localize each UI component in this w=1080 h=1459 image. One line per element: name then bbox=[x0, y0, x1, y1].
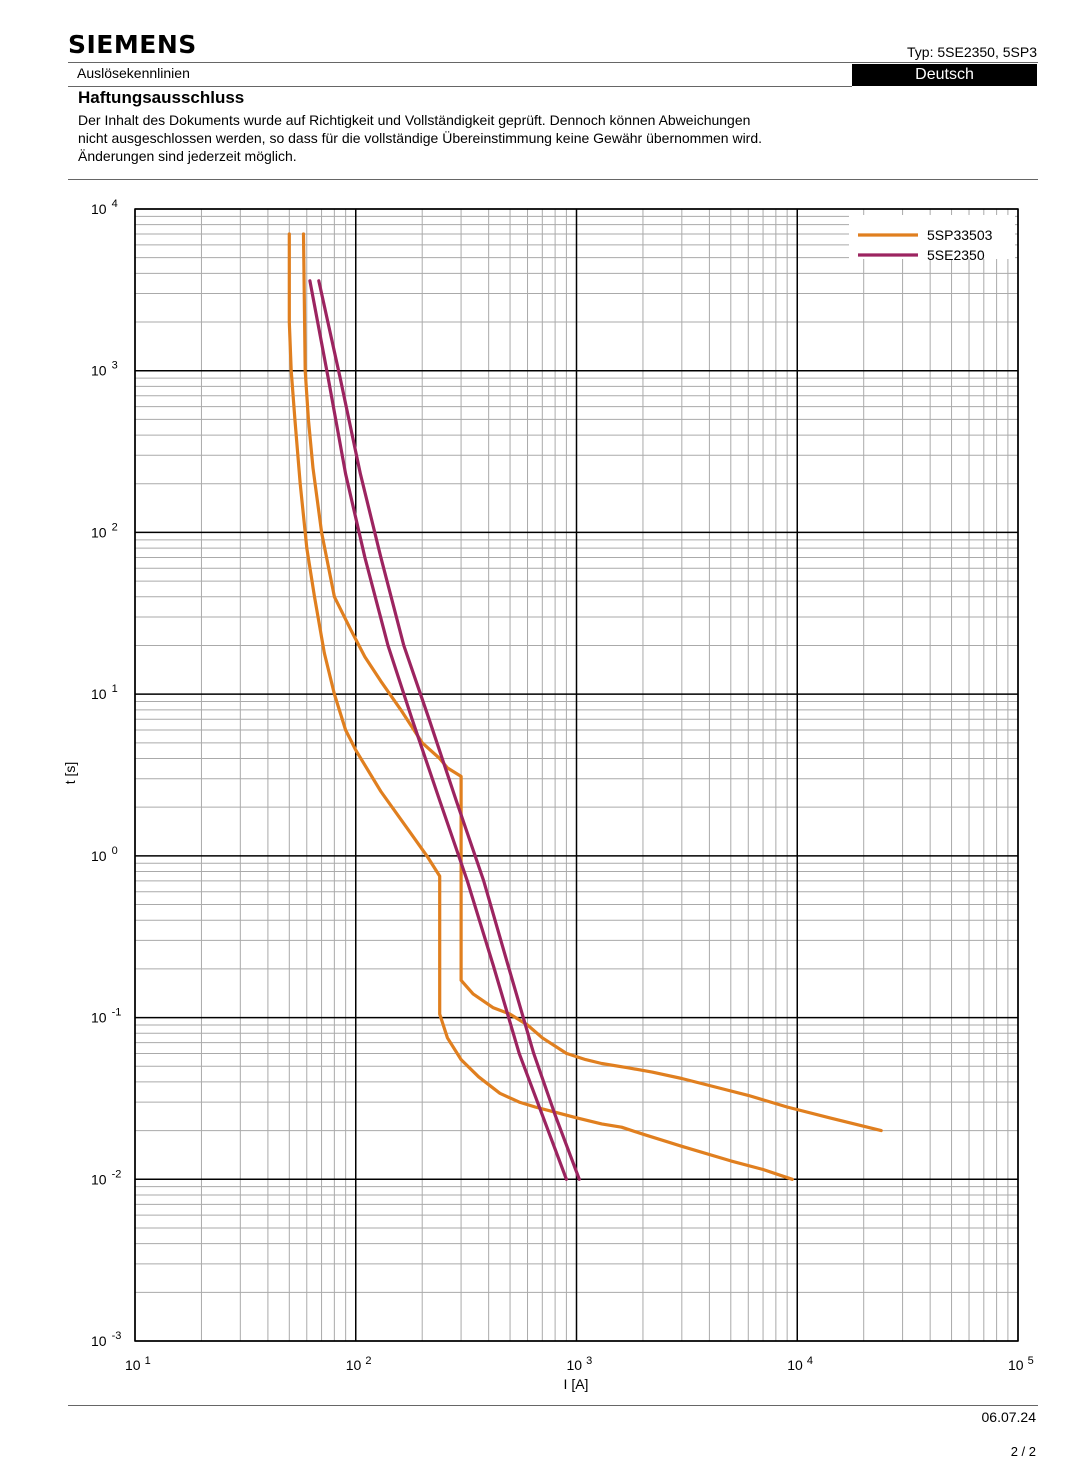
footer-date: 06.07.24 bbox=[981, 1409, 1037, 1425]
series-line-5se2350-upper bbox=[317, 279, 581, 1181]
y-tick-label: 10 -2 bbox=[91, 1168, 121, 1187]
x-tick-label: 10 3 bbox=[567, 1355, 593, 1373]
y-tick-label: 10 -3 bbox=[91, 1330, 121, 1349]
y-tick-label: 10 4 bbox=[91, 198, 118, 217]
disclaimer-divider bbox=[68, 179, 1038, 180]
legend-label: 5SE2350 bbox=[927, 247, 985, 263]
header-divider bbox=[68, 62, 1038, 63]
series-line-5sp33503-upper bbox=[301, 232, 883, 1133]
y-tick-label: 10 2 bbox=[91, 521, 118, 540]
series-line-5sp33503-lower bbox=[287, 232, 794, 1181]
footer-divider bbox=[68, 1405, 1038, 1406]
subtitle-underline bbox=[68, 86, 852, 87]
x-tick-label: 10 1 bbox=[125, 1355, 151, 1373]
legend-box bbox=[849, 215, 1015, 259]
series-line-5se2350-lower bbox=[308, 279, 568, 1181]
x-tick-label: 10 2 bbox=[346, 1355, 372, 1373]
disclaimer-title: Haftungsausschluss bbox=[78, 88, 245, 107]
disclaimer-text: Der Inhalt des Dokuments wurde auf Richt… bbox=[78, 112, 763, 164]
x-tick-label: 10 5 bbox=[1008, 1355, 1034, 1373]
legend-label: 5SP33503 bbox=[927, 227, 993, 243]
document-subtitle: Auslösekennlinien bbox=[77, 65, 190, 81]
siemens-logo: SIEMENS bbox=[68, 30, 197, 59]
language-badge: Deutsch bbox=[852, 64, 1037, 86]
x-axis-label: I [A] bbox=[564, 1376, 589, 1392]
y-axis-label: t [s] bbox=[62, 762, 78, 785]
type-label: Typ: 5SE2350, 5SP3 bbox=[907, 44, 1037, 60]
x-tick-label: 10 4 bbox=[787, 1355, 813, 1373]
plot-frame bbox=[134, 208, 1019, 1342]
y-tick-label: 10 1 bbox=[91, 683, 118, 702]
y-tick-label: 10 0 bbox=[91, 845, 118, 864]
trip-characteristic-chart: 10 -3 10 -2 10 -1 10 0 10 1 10 2 10 3 10 4 10 1 10 2 10 3 10 4 1… bbox=[62, 198, 1034, 1392]
y-tick-label: 10 -1 bbox=[91, 1007, 121, 1026]
y-tick-label: 10 3 bbox=[91, 360, 118, 379]
